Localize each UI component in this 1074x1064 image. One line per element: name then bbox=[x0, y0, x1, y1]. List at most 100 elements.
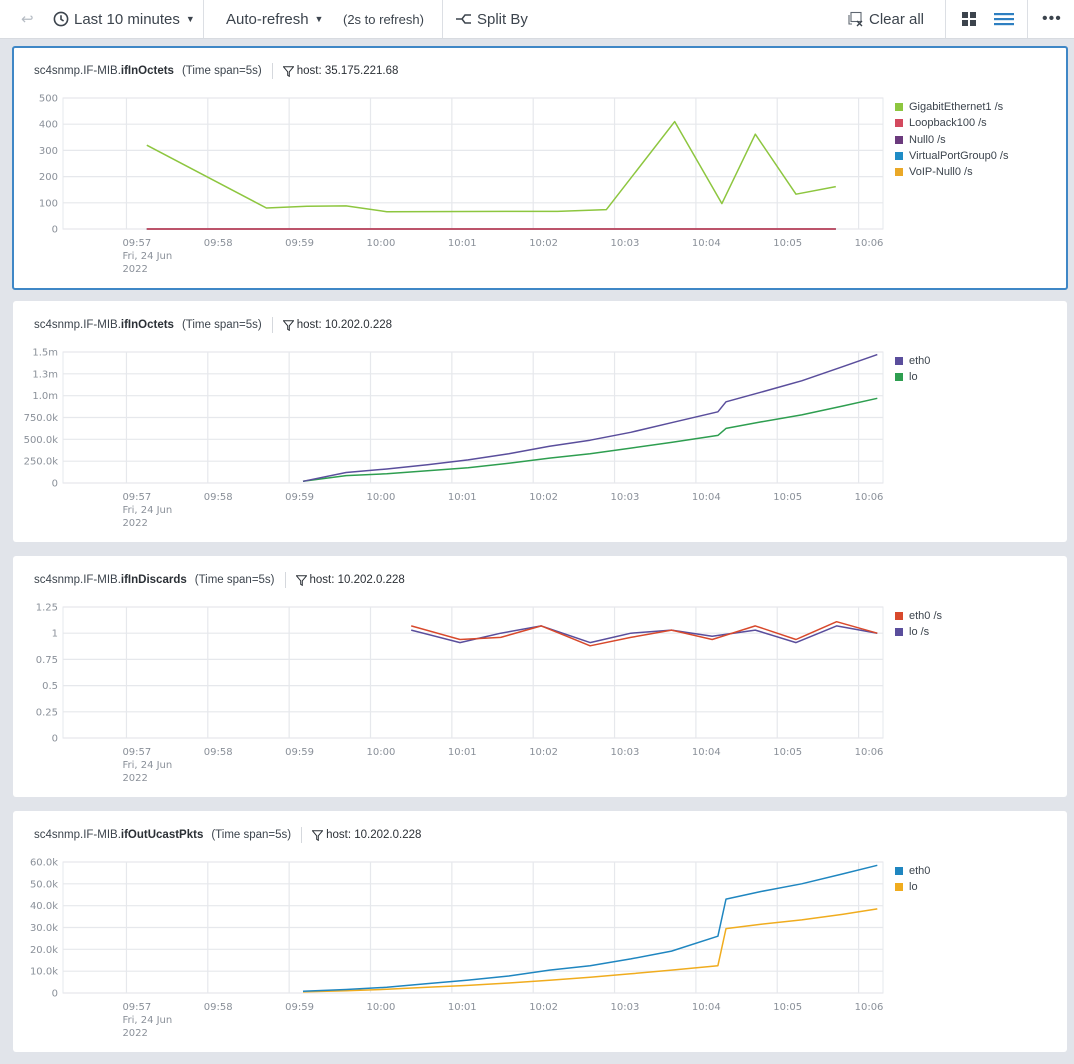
more-button[interactable]: ••• bbox=[1042, 0, 1062, 38]
series-line bbox=[146, 120, 836, 213]
x-tick-label: 10:02 bbox=[529, 238, 558, 249]
legend-item[interactable]: Null0 /s bbox=[895, 132, 1008, 148]
y-tick-label: 500.0k bbox=[24, 435, 59, 446]
y-tick-label: 0 bbox=[52, 989, 58, 1000]
line-chart: 0 10.0k 20.0k 30.0k 40.0k 50.0k 60.0k 09:57 Fri,… bbox=[30, 858, 884, 1039]
x-tick-label: 10:04 bbox=[692, 238, 721, 249]
x-tick-label: 10:05 bbox=[773, 238, 802, 249]
plot-frame bbox=[62, 97, 884, 230]
y-tick-label: 1.3m bbox=[32, 369, 58, 380]
host-filter-label: host: 10.202.0.228 bbox=[326, 829, 422, 841]
x-tick-label: 10:06 bbox=[855, 1002, 884, 1013]
x-tick-label: 10:00 bbox=[367, 238, 396, 249]
panel-title: sc4snmp.IF-MIB. ifInOctets (Time span=5s) h… bbox=[34, 63, 398, 79]
grid-view-icon bbox=[962, 12, 976, 26]
x-tick-label: 10:00 bbox=[367, 1002, 396, 1013]
host-filter[interactable]: host: 10.202.0.228 bbox=[312, 829, 421, 841]
legend-item[interactable]: lo /s bbox=[895, 624, 942, 640]
divider bbox=[271, 63, 273, 79]
metric-name: ifInDiscards bbox=[120, 574, 187, 586]
legend-item[interactable]: eth0 /s bbox=[895, 608, 942, 624]
host-filter[interactable]: host: 10.202.0.228 bbox=[282, 319, 392, 331]
divider bbox=[1027, 0, 1028, 38]
x-tick-label: 10:02 bbox=[529, 492, 558, 503]
x-tick-label: 10:03 bbox=[611, 492, 640, 503]
time-span: (Time span=5s) bbox=[181, 319, 262, 331]
x-tick-label: 10:06 bbox=[855, 747, 884, 758]
host-filter[interactable]: host: 10.202.0.228 bbox=[295, 574, 405, 586]
undo-icon: ↩ bbox=[21, 11, 34, 28]
y-tick-label: 1.0m bbox=[32, 391, 58, 402]
y-tick-label: 20.0k bbox=[30, 945, 58, 956]
x-tick-label: 09:57 bbox=[122, 1002, 151, 1013]
y-tick-label: 40.0k bbox=[30, 901, 58, 912]
divider bbox=[442, 0, 443, 38]
panel-title: sc4snmp.IF-MIB. ifInDiscards (Time span=5s… bbox=[34, 572, 405, 588]
y-tick-label: 100 bbox=[39, 198, 58, 209]
filter-icon bbox=[312, 829, 324, 841]
divider bbox=[945, 0, 946, 38]
split-by-button[interactable]: Split By bbox=[455, 0, 528, 38]
x-tick-date-label: Fri, 24 Jun bbox=[122, 505, 172, 516]
legend-item[interactable]: Loopback100 /s bbox=[895, 115, 1008, 131]
chart-panel[interactable]: sc4snmp.IF-MIB. ifOutUcastPkts (Time span=… bbox=[13, 811, 1067, 1052]
y-tick-label: 0.75 bbox=[36, 655, 58, 666]
x-tick-label: 10:04 bbox=[692, 747, 721, 758]
legend-item[interactable]: lo bbox=[895, 369, 930, 385]
x-tick-label: 10:06 bbox=[855, 238, 884, 249]
x-tick-label: 10:05 bbox=[773, 492, 802, 503]
chevron-down-icon: ▼ bbox=[185, 14, 195, 24]
auto-refresh-dropdown[interactable]: Auto-refresh ▼ bbox=[226, 0, 323, 38]
x-tick-date-label: Fri, 24 Jun bbox=[122, 760, 172, 771]
legend-item[interactable]: GigabitEthernet1 /s bbox=[895, 99, 1008, 115]
x-tick-label: 09:57 bbox=[122, 492, 151, 503]
line-chart: 0 0.25 0.5 0.75 1 1.25 09:57 Fri, 24 Jun 2022 09:… bbox=[36, 603, 884, 784]
x-tick-date-label: 2022 bbox=[122, 1028, 147, 1039]
chart-panel[interactable]: sc4snmp.IF-MIB. ifInDiscards (Time span=5s… bbox=[13, 556, 1067, 797]
x-tick-date-label: Fri, 24 Jun bbox=[122, 1015, 172, 1026]
chart-panel[interactable]: sc4snmp.IF-MIB. ifInOctets (Time span=5s) h… bbox=[12, 46, 1068, 290]
legend-swatch bbox=[895, 867, 903, 876]
y-tick-label: 750.0k bbox=[24, 413, 59, 424]
metric-prefix: sc4snmp.IF-MIB. bbox=[34, 574, 121, 586]
chart-panel[interactable]: sc4snmp.IF-MIB. ifInOctets (Time span=5s) h… bbox=[13, 301, 1067, 542]
legend-swatch bbox=[895, 628, 903, 637]
time-span: (Time span=5s) bbox=[181, 65, 262, 77]
legend-label: VirtualPortGroup0 /s bbox=[909, 150, 1009, 163]
series-line bbox=[302, 908, 878, 993]
legend-item[interactable]: VirtualPortGroup0 /s bbox=[895, 148, 1008, 164]
legend-swatch bbox=[895, 373, 903, 382]
time-range-picker[interactable]: Last 10 minutes ▼ bbox=[53, 0, 195, 38]
legend-item[interactable]: VoIP-Null0 /s bbox=[895, 164, 1008, 180]
host-filter-label: host: 35.175.221.68 bbox=[296, 65, 399, 77]
legend-label: eth0 /s bbox=[909, 610, 943, 623]
x-tick-label: 09:59 bbox=[285, 238, 314, 249]
x-tick-label: 10:00 bbox=[367, 492, 396, 503]
grid-view-button[interactable] bbox=[961, 0, 977, 38]
y-tick-label: 0.5 bbox=[42, 681, 58, 692]
legend-item[interactable]: eth0 bbox=[895, 353, 930, 369]
list-view-button[interactable] bbox=[994, 0, 1014, 38]
list-view-icon bbox=[994, 13, 1014, 26]
x-tick-label: 10:01 bbox=[448, 1002, 477, 1013]
x-tick-date-label: 2022 bbox=[122, 518, 147, 529]
legend-swatch bbox=[895, 883, 903, 892]
x-tick-label: 10:01 bbox=[448, 492, 477, 503]
x-tick-label: 10:02 bbox=[529, 747, 558, 758]
clock-icon bbox=[53, 11, 69, 27]
legend-item[interactable]: eth0 bbox=[895, 863, 930, 879]
host-filter[interactable]: host: 35.175.221.68 bbox=[282, 65, 399, 77]
y-tick-label: 400 bbox=[39, 120, 58, 131]
line-chart: 0 100 200 300 400 500 09:57 Fri, 24 Jun 2022 09:5… bbox=[39, 94, 884, 275]
x-tick-label: 10:00 bbox=[367, 747, 396, 758]
x-tick-label: 10:03 bbox=[611, 238, 640, 249]
series-line bbox=[302, 397, 878, 483]
x-tick-label: 09:58 bbox=[204, 492, 233, 503]
x-tick-label: 09:59 bbox=[285, 747, 314, 758]
clear-all-button[interactable]: Clear all bbox=[848, 0, 924, 38]
x-tick-label: 09:57 bbox=[122, 238, 151, 249]
y-tick-label: 500 bbox=[39, 94, 58, 105]
undo-button[interactable]: ↩ bbox=[21, 0, 34, 38]
auto-refresh-label: Auto-refresh bbox=[226, 10, 309, 28]
legend-item[interactable]: lo bbox=[895, 879, 930, 895]
